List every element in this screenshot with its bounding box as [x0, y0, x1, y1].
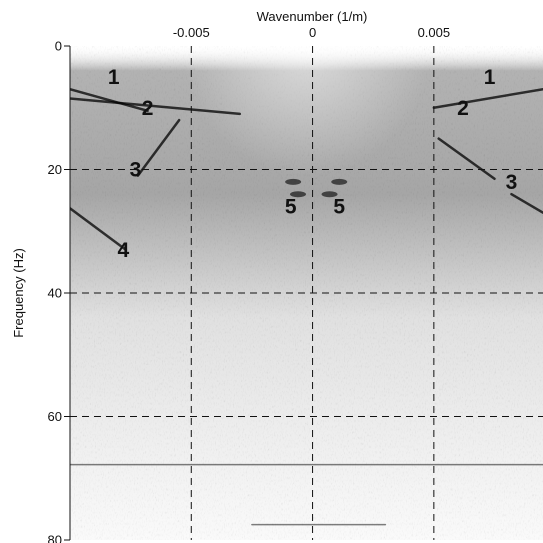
event-marker-2-1: 2: [142, 97, 154, 120]
feature-blob-9-2: [290, 191, 307, 198]
event-marker-1-0: 1: [108, 66, 120, 89]
y-tick-label-4: 80: [48, 533, 62, 543]
y-tick-labels: 0 20 40 60 80: [48, 39, 62, 543]
x-tick-label-0: -0.005: [173, 25, 210, 40]
event-marker-2-7: 2: [457, 97, 469, 120]
x-tick-label-1: 0: [309, 25, 316, 40]
feature-line-4: [432, 87, 543, 109]
y-tick-label-0: 0: [55, 39, 62, 54]
axes: [64, 45, 71, 541]
plot-area: [70, 46, 543, 540]
y-axis-title: Frequency (Hz): [11, 248, 26, 338]
event-marker-5-5: 5: [333, 196, 345, 219]
y-tick-label-2: 40: [48, 286, 62, 301]
feature-line-5: [437, 137, 496, 181]
x-tick-label-2: 0.005: [418, 25, 451, 40]
event-marker-3-2: 3: [130, 159, 142, 182]
feature-line-6: [510, 192, 543, 214]
x-axis-title: Wavenumber (1/m): [257, 9, 368, 24]
feature-line-3: [70, 206, 128, 252]
feature-blob-9-1: [331, 178, 348, 185]
event-marker-1-6: 1: [484, 66, 496, 89]
feature-blob-9-0: [285, 178, 302, 185]
grid-lines: [70, 46, 543, 540]
event-marker-4-3: 4: [118, 239, 130, 262]
feature-line-0: [70, 87, 149, 113]
event-marker-3-8: 3: [506, 171, 518, 194]
event-marker-5-4: 5: [285, 196, 297, 219]
x-tick-labels: -0.005 0 0.005: [173, 25, 450, 40]
feature-blob-9-3: [321, 191, 338, 198]
feature-line-2: [136, 118, 181, 177]
spectral-features: [70, 87, 543, 526]
y-tick-label-3: 60: [48, 409, 62, 424]
feature-line-1: [70, 97, 242, 116]
y-tick-label-1: 20: [48, 162, 62, 177]
